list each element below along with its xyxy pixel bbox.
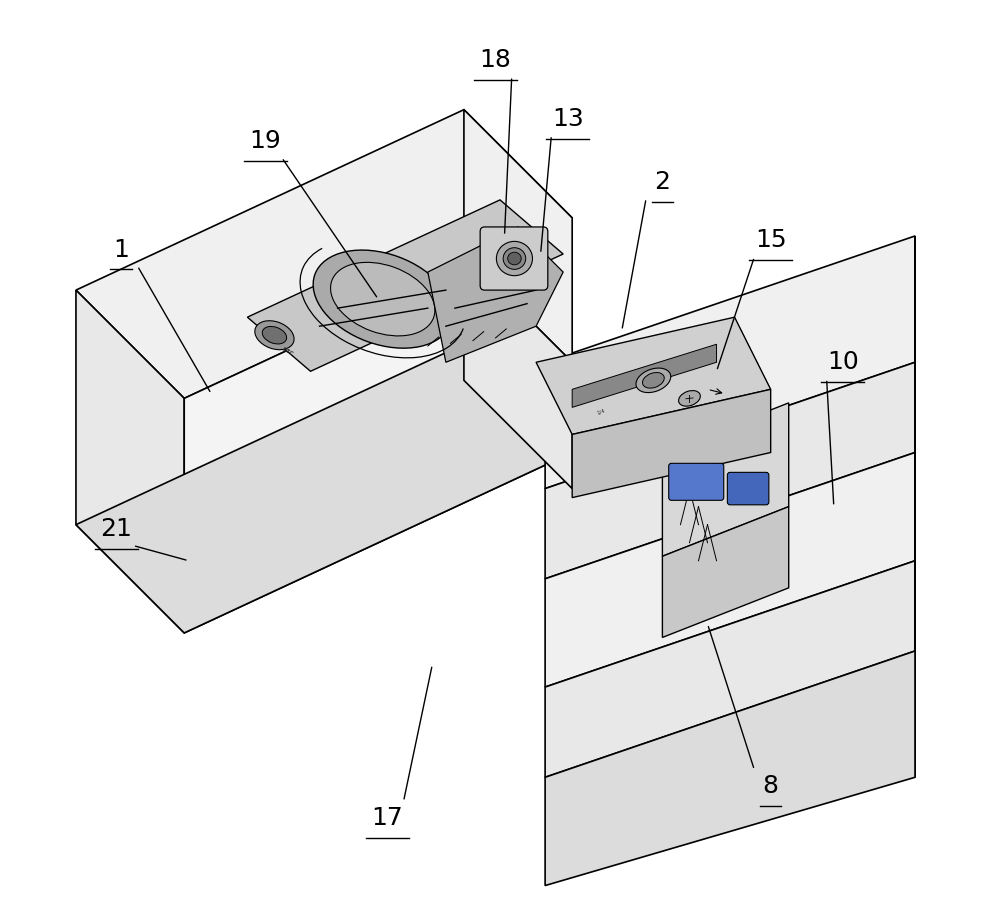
Polygon shape: [572, 389, 771, 498]
Ellipse shape: [636, 368, 671, 393]
Text: DTC: DTC: [281, 347, 295, 357]
Text: 1: 1: [113, 237, 129, 262]
Polygon shape: [545, 452, 915, 687]
Ellipse shape: [313, 250, 452, 348]
Polygon shape: [572, 344, 717, 407]
Text: 21: 21: [101, 517, 132, 541]
Ellipse shape: [262, 327, 287, 344]
Text: 10: 10: [827, 350, 859, 375]
Ellipse shape: [255, 320, 294, 349]
Polygon shape: [536, 317, 771, 434]
Polygon shape: [247, 200, 563, 371]
Text: 18: 18: [480, 48, 511, 72]
Ellipse shape: [679, 391, 700, 406]
Polygon shape: [662, 507, 789, 637]
FancyBboxPatch shape: [727, 472, 769, 505]
Text: 19: 19: [250, 129, 281, 153]
Text: 1/4: 1/4: [596, 408, 606, 415]
Polygon shape: [464, 254, 572, 489]
Polygon shape: [662, 403, 789, 557]
Text: 15: 15: [755, 228, 786, 252]
Polygon shape: [545, 362, 915, 579]
Polygon shape: [76, 110, 572, 398]
Polygon shape: [76, 291, 184, 633]
Ellipse shape: [331, 262, 435, 336]
Polygon shape: [464, 110, 572, 362]
Polygon shape: [545, 236, 915, 489]
Ellipse shape: [496, 242, 532, 276]
Text: 13: 13: [552, 107, 584, 130]
Polygon shape: [184, 218, 572, 633]
Text: 8: 8: [763, 775, 779, 798]
Text: 2: 2: [654, 170, 670, 194]
Ellipse shape: [642, 373, 664, 388]
Polygon shape: [545, 561, 915, 777]
Ellipse shape: [508, 252, 521, 265]
FancyBboxPatch shape: [480, 227, 548, 291]
Polygon shape: [545, 651, 915, 886]
Polygon shape: [76, 344, 572, 633]
Ellipse shape: [503, 248, 526, 270]
Text: 17: 17: [371, 805, 403, 830]
FancyBboxPatch shape: [669, 463, 724, 500]
Polygon shape: [428, 227, 563, 362]
